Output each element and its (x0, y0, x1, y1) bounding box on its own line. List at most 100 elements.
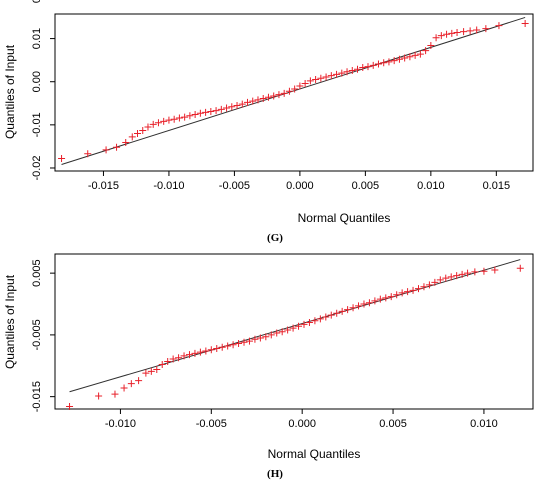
data-point (262, 333, 270, 341)
data-point (348, 67, 356, 75)
data-point (158, 361, 166, 369)
data-point (196, 109, 204, 117)
data-point (296, 82, 304, 90)
data-point (466, 27, 474, 35)
data-point (127, 380, 135, 388)
data-point (259, 95, 267, 103)
data-point (390, 57, 398, 65)
panel-label-h: (H) (267, 468, 283, 480)
data-point (471, 268, 479, 276)
data-point (371, 297, 379, 305)
data-point (432, 34, 440, 42)
data-points-g (58, 19, 529, 162)
x-tick-label: 0.010 (470, 418, 498, 430)
data-point (149, 120, 157, 128)
y-tick-label: 0.005 (31, 259, 43, 287)
data-point (233, 101, 241, 109)
data-point (343, 68, 351, 76)
y-tick-label: 0.00 (31, 71, 43, 92)
panel-label-g: (G) (267, 232, 283, 244)
data-point (344, 306, 352, 314)
data-point (409, 286, 417, 294)
data-point (278, 328, 286, 336)
data-point (295, 322, 303, 330)
data-point (280, 89, 288, 97)
data-point (425, 281, 433, 289)
data-point (385, 58, 393, 66)
data-point (135, 377, 143, 385)
data-point (447, 273, 455, 281)
data-point (154, 119, 162, 127)
data-point (369, 61, 377, 69)
data-point (437, 32, 445, 40)
data-point (458, 270, 466, 278)
data-point (495, 22, 503, 30)
data-point (453, 29, 461, 37)
data-point (207, 346, 215, 354)
data-point (180, 352, 188, 360)
data-point (217, 105, 225, 113)
data-point (395, 55, 403, 63)
data-point (84, 150, 92, 158)
data-point (427, 41, 435, 49)
x-tick-label: 0.000 (288, 418, 316, 430)
data-point (240, 338, 248, 346)
data-point (218, 343, 226, 351)
data-point (113, 143, 121, 151)
data-point (333, 70, 341, 78)
data-point (460, 28, 468, 36)
data-point (380, 59, 388, 67)
data-point (398, 289, 406, 297)
data-point (102, 146, 110, 154)
data-point (160, 117, 168, 125)
y-axis-g: 0.0 0.01 0.00 -0.01 -0.02 (31, 0, 55, 181)
data-point (58, 154, 66, 162)
data-point (170, 115, 178, 123)
y-tick-label: -0.015 (31, 381, 43, 412)
x-tick-label: 0.015 (483, 180, 511, 192)
data-point (327, 311, 335, 319)
data-point (365, 299, 373, 307)
data-point (482, 25, 490, 33)
data-point (270, 92, 278, 100)
y-tick-label: 0.0 (31, 0, 43, 3)
data-point (142, 369, 150, 377)
data-point (443, 30, 451, 38)
data-point (355, 302, 363, 310)
y-tick-label: -0.005 (31, 319, 43, 350)
data-point (322, 313, 330, 321)
data-point (442, 274, 450, 282)
x-tick-label: -0.010 (153, 180, 184, 192)
data-point (406, 53, 414, 61)
data-point (186, 112, 194, 120)
qq-plot-panel-g: -0.015 -0.010 -0.005 0.000 0.005 0.010 0.015 0… (3, 0, 534, 244)
data-point (267, 331, 275, 339)
data-point (228, 103, 236, 111)
data-point (275, 91, 283, 99)
y-axis-title-h: Quantiles of Input (3, 274, 17, 369)
data-point (382, 294, 390, 302)
x-tick-label: 0.005 (379, 418, 407, 430)
data-point (147, 367, 155, 375)
data-point (235, 340, 243, 348)
data-point (291, 85, 299, 93)
data-point (191, 349, 199, 357)
data-point (301, 79, 309, 87)
data-point (327, 72, 335, 80)
data-point (322, 73, 330, 81)
data-point (285, 87, 293, 95)
reference-line-h (69, 259, 521, 393)
data-point (251, 335, 259, 343)
data-point (165, 116, 173, 124)
y-tick-label: -0.02 (31, 155, 43, 180)
x-axis-h: -0.010 -0.005 0.000 0.005 0.010 (105, 409, 498, 430)
x-tick-label: -0.010 (105, 418, 136, 430)
data-point (202, 347, 210, 355)
data-point (223, 104, 231, 112)
data-point (224, 342, 232, 350)
data-point (480, 267, 488, 275)
data-point (213, 344, 221, 352)
data-point (360, 300, 368, 308)
data-point (306, 77, 314, 85)
